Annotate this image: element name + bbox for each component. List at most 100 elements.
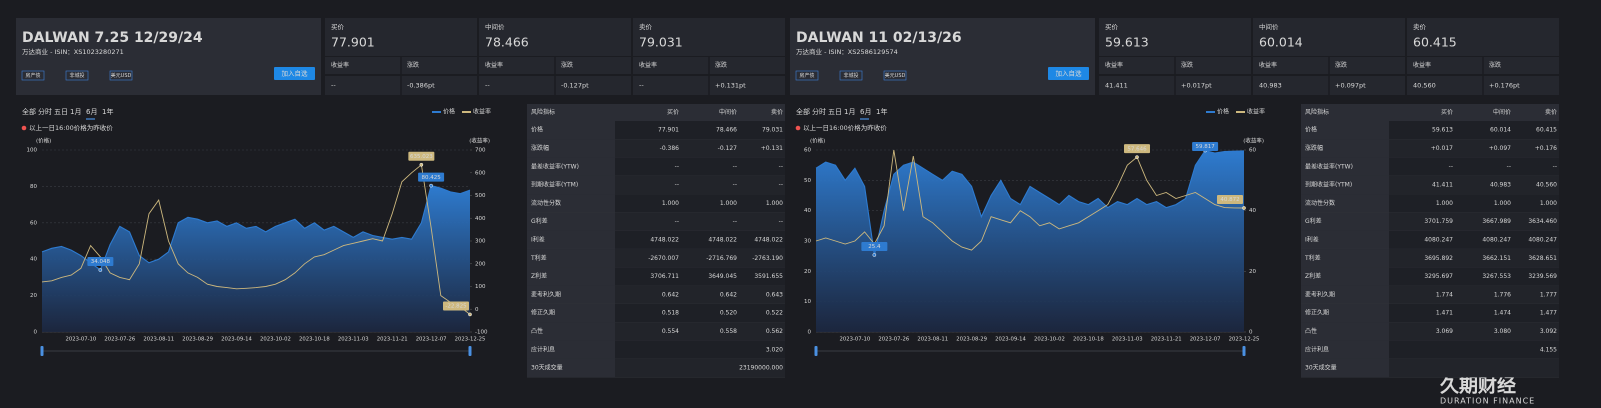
table-cell: -- (675, 218, 679, 225)
table-cell: 修正久期 (1305, 309, 1329, 317)
table-label-cell (1301, 249, 1389, 268)
point-label: 635.023 (410, 154, 433, 160)
y2-axis-label: (收益率) (469, 137, 490, 145)
change-value: -0.386pt (407, 82, 435, 90)
point-label: 80.425 (421, 175, 441, 181)
table-cell: -- (1553, 163, 1557, 170)
table-label-cell (527, 212, 615, 231)
zoom-handle[interactable] (1242, 346, 1246, 356)
table-label-cell (527, 267, 615, 286)
table-cell: 最差收益率(YTW) (531, 162, 579, 170)
y2-tick-label: 700 (475, 148, 486, 154)
table-cell: 价格 (1305, 126, 1317, 134)
table-cell: 4080.247 (1482, 236, 1511, 243)
table-cell: 60.415 (1536, 127, 1557, 134)
x-tick-label: 2023-12-07 (1190, 337, 1221, 343)
change-value: +0.131pt (715, 82, 746, 90)
point-label-box (1124, 144, 1150, 154)
range-tab[interactable]: 五日 (54, 108, 68, 116)
point-label-box (1217, 195, 1243, 205)
tag (21, 70, 45, 81)
table-cell: -0.386 (660, 145, 680, 152)
table-cell: 0.643 (766, 291, 783, 298)
range-tab[interactable]: 全部 (796, 107, 810, 116)
table-cell: 0.558 (720, 328, 737, 335)
table-cell: 77.901 (658, 127, 679, 134)
yield-label: 收益率 (331, 61, 349, 69)
table-cell: Z利差 (1305, 272, 1321, 280)
legend-label: 收益率 (1247, 108, 1265, 116)
table-cell: 1.000 (1494, 200, 1511, 207)
note-icon (21, 125, 27, 131)
y-tick-label: 100 (27, 148, 38, 154)
title-box (16, 18, 321, 95)
range-tab[interactable]: 6月 (86, 108, 97, 116)
point-label: -22.825 (445, 304, 467, 310)
table-cell: 3.080 (1494, 328, 1511, 335)
table-label-cell (1301, 157, 1389, 176)
x-tick-label: 2023-07-26 (878, 337, 909, 343)
table-label-cell (527, 121, 615, 140)
table-label-cell (527, 322, 615, 341)
yield-label: 收益率 (639, 61, 657, 69)
table-cell: -- (733, 218, 737, 225)
table-cell: 涨跌幅 (1305, 144, 1323, 152)
table-cell: 0.522 (766, 310, 783, 317)
x-tick-label: 2023-08-29 (956, 337, 987, 343)
y-tick-label: 80 (30, 184, 37, 190)
zoom-handle[interactable] (40, 346, 44, 356)
quote-price: 60.014 (1259, 35, 1303, 50)
add-button[interactable] (1048, 67, 1089, 80)
x-tick-label: 2023-11-21 (1151, 337, 1182, 343)
table-cell: 1.774 (1436, 291, 1453, 298)
x-tick-label: 2023-07-10 (66, 337, 97, 343)
y2-tick-label: 60 (1249, 148, 1256, 154)
tag-label: 美元USD (111, 72, 132, 79)
tag (883, 70, 907, 81)
table-cell: 麦考利久期 (531, 290, 561, 298)
y-tick-label: 60 (804, 148, 811, 154)
note-icon (795, 125, 801, 131)
y2-tick-label: 20 (1249, 269, 1256, 275)
table-cell: 0.554 (662, 328, 679, 335)
table-cell: 到期收益率(YTM) (1305, 181, 1352, 189)
x-tick-label: 2023-12-25 (1229, 337, 1260, 343)
y2-axis-label: (收益率) (1243, 137, 1264, 145)
legend-label: 收益率 (473, 108, 491, 116)
add-button[interactable] (274, 67, 315, 80)
table-cell: 41.411 (1432, 182, 1453, 189)
table-cell: 1.000 (1436, 200, 1453, 207)
range-tab[interactable]: 6月 (860, 108, 871, 116)
y2-tick-label: -100 (475, 330, 488, 336)
table-cell: 1.000 (766, 200, 783, 207)
x-tick-label: 2023-12-25 (455, 337, 486, 343)
table-cell: -0.127 (718, 145, 738, 152)
zoom-handle[interactable] (814, 346, 818, 356)
table-cell: 1.000 (662, 200, 679, 207)
range-tab[interactable]: 1月 (70, 108, 81, 116)
range-tab[interactable]: 1月 (844, 108, 855, 116)
range-tab[interactable]: 1年 (102, 107, 113, 116)
quote-label: 卖价 (1413, 23, 1427, 31)
title: DALWAN 7.25 12/29/24 (22, 30, 203, 46)
table-header-cell: 买价 (1441, 108, 1453, 116)
table-label-cell (527, 358, 615, 378)
change-label: 涨跌 (715, 61, 727, 69)
note: 以上一日16:00价格为昨收价 (29, 123, 113, 132)
quote-label: 中间价 (1259, 22, 1279, 31)
point-label-box (418, 172, 445, 182)
logo-name: 久期财经 (1440, 374, 1516, 397)
range-tab[interactable]: 全部 (22, 107, 36, 116)
tag-label: 房产债 (799, 72, 814, 79)
yield-label: 收益率 (1259, 61, 1277, 69)
range-tab[interactable]: 1年 (876, 107, 887, 116)
point-label-box (1192, 142, 1219, 151)
zoom-handle[interactable] (468, 346, 472, 356)
y2-tick-label: 0 (475, 307, 479, 313)
range-tab[interactable]: 五日 (828, 108, 842, 116)
range-tab[interactable]: 分时 (38, 107, 52, 116)
range-tab[interactable]: 分时 (812, 107, 826, 116)
quote-price: 77.901 (331, 35, 375, 50)
table-cell: 应计利息 (1305, 345, 1329, 353)
